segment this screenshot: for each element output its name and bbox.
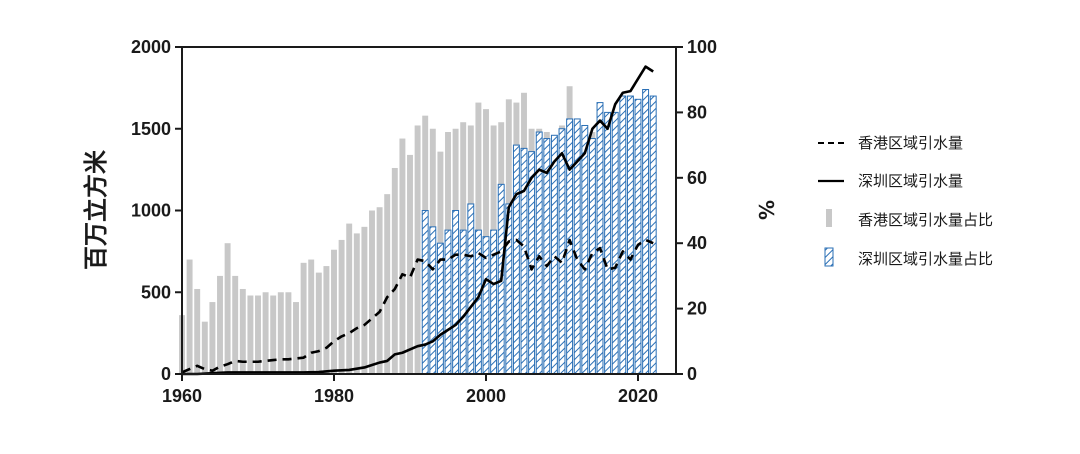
hk-share-bar-1969 <box>247 295 254 374</box>
x-tick-label: 1960 <box>162 386 202 406</box>
sz-supply-line <box>182 65 654 376</box>
hk-share-bar-1976 <box>300 262 307 374</box>
sz-share-bar-2005 <box>520 147 528 375</box>
sz-share-bar-1993 <box>429 226 437 375</box>
hk-share-bar-1980 <box>331 249 337 374</box>
left-tick-label: 2000 <box>131 37 171 57</box>
sz-share-bar-1997 <box>459 229 467 375</box>
right-tick-label: 40 <box>687 233 707 253</box>
sz-share-bar-2009 <box>550 134 558 375</box>
right-tick-label: 20 <box>687 299 707 319</box>
hk-share-bar-1981 <box>338 239 345 374</box>
sz-share-bar-2019 <box>626 95 634 375</box>
sz-share-bar-1995 <box>444 229 452 375</box>
hk-share-bar-1970 <box>255 295 261 374</box>
left-tick-label: 1500 <box>131 119 171 139</box>
hk-share-bar-1978 <box>315 272 322 374</box>
hk-share-bar-1972 <box>270 295 277 374</box>
sz-share-bar-2017 <box>611 111 619 375</box>
sz-share-bar-2020 <box>634 98 642 375</box>
hk-share-bar-1965 <box>217 275 223 374</box>
sz-share-bar-1996 <box>452 210 460 375</box>
hk-share-bar-1968 <box>239 288 246 374</box>
line-series <box>181 65 654 376</box>
hk-share-bar-1967 <box>232 275 239 374</box>
hk-share-bar-1982 <box>346 223 353 374</box>
x-tick-label: 2000 <box>466 386 506 406</box>
hk-share-bar-1988 <box>391 167 398 374</box>
hk-share-bar-1990 <box>407 154 413 374</box>
left-tick-label: 0 <box>161 364 171 384</box>
sz-share-bar-1992 <box>421 210 429 375</box>
hk-share-bar-1985 <box>369 210 375 374</box>
hk-share-bar-1966 <box>224 243 231 374</box>
sz-share-bar-2010 <box>558 128 566 375</box>
sz-share-bar-2012 <box>573 118 581 375</box>
hk-share-bar-1971 <box>262 292 269 374</box>
sz-share-bar-2011 <box>566 118 574 375</box>
hk-share-bar-1961 <box>186 259 193 374</box>
hk-share-bar-1991 <box>414 125 421 374</box>
sz-share-bar-2001 <box>490 229 498 375</box>
hk-share-bar-1963 <box>201 321 208 374</box>
hk-share-bar-1989 <box>399 138 406 374</box>
right-tick-label: 60 <box>687 168 707 188</box>
hk-share-bar-1974 <box>285 292 292 374</box>
right-axis-title: % <box>755 200 779 220</box>
right-tick-label: 80 <box>687 102 707 122</box>
legend-label-hk_share: 香港区域引水量占比 <box>858 211 993 229</box>
hk-share-bar-1977 <box>308 259 315 374</box>
sz-share-bar-2015 <box>596 102 604 375</box>
hk-share-bar-1987 <box>384 194 391 374</box>
sz-share-bar-2016 <box>604 111 612 375</box>
sz-share-bar-2022 <box>649 95 657 375</box>
sz-share-bar-2018 <box>619 95 627 375</box>
sz-share-bar-2004 <box>512 144 520 375</box>
x-tick-label: 1980 <box>314 386 354 406</box>
hk-share-bar-1979 <box>323 266 330 374</box>
hk-share-bar-1962 <box>194 288 201 374</box>
hk-share-bar-1984 <box>361 226 368 374</box>
left-tick-label: 1000 <box>131 201 171 221</box>
hk-share-bar-1986 <box>376 207 383 374</box>
right-tick-label: 0 <box>687 364 697 384</box>
hk-supply-line <box>181 238 654 374</box>
left-tick-label: 500 <box>141 282 171 302</box>
sz-share-bar-2013 <box>581 124 589 375</box>
x-tick-label: 2020 <box>618 386 658 406</box>
axes <box>175 46 683 381</box>
sz-share-bar-1998 <box>467 203 475 375</box>
hk-share-bar-1964 <box>209 302 216 374</box>
legend-swatch-hk-share <box>826 209 832 227</box>
legend-label-sz_line: 深圳区域引水量 <box>858 172 963 190</box>
hk-share-bar-1973 <box>277 292 284 374</box>
left-axis-title: 百万立方米 <box>82 150 110 270</box>
sz-share-bar-2006 <box>528 151 536 375</box>
hk-share-bar-1975 <box>293 302 299 374</box>
legend-swatch-sz-share <box>824 247 834 267</box>
hk-share-bar-1983 <box>353 233 360 374</box>
tick-labels: 0 500 1000 1500 2000 0 20 40 60 80 100 1960 1980 2000… <box>131 37 717 406</box>
right-tick-label: 100 <box>687 37 717 57</box>
sz-share-bar-2021 <box>642 89 650 375</box>
sz-share-bar-1999 <box>474 229 482 375</box>
sz-share-bar-2007 <box>535 131 543 375</box>
legend-label-hk_line: 香港区域引水量 <box>858 134 963 152</box>
legend-label-sz_share: 深圳区域引水量占比 <box>858 250 993 268</box>
